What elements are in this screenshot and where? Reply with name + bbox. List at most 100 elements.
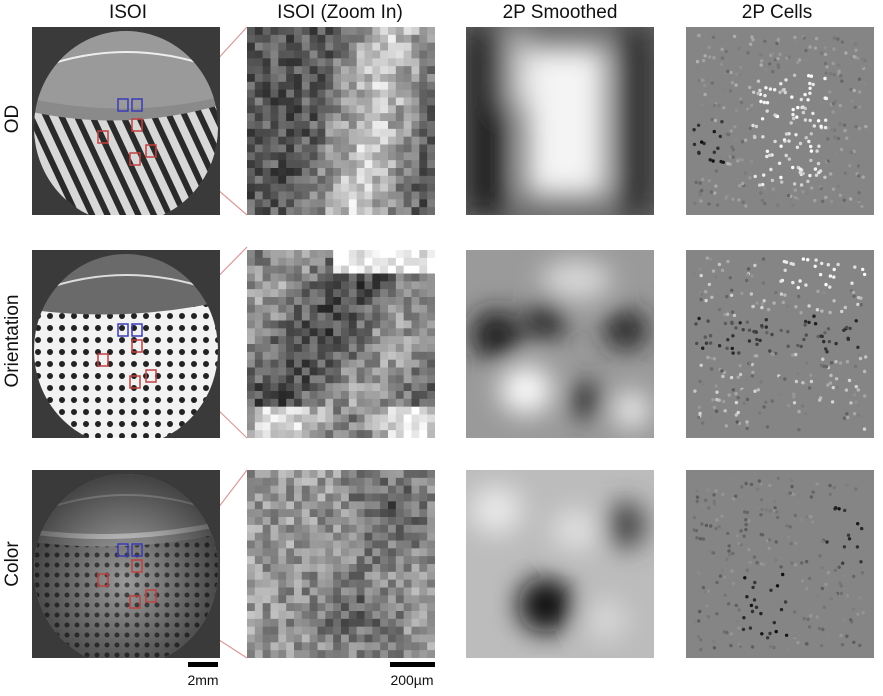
cell-dot: [850, 38, 854, 43]
cell-dot: [804, 283, 808, 287]
cell-dot: [842, 123, 847, 127]
cell-dot: [752, 41, 756, 46]
cell-dot: [726, 156, 730, 160]
cell-dot: [692, 128, 696, 132]
cell-dot: [849, 618, 853, 622]
cell-dot: [705, 256, 709, 260]
cell-dot: [795, 115, 799, 119]
cell-dot: [762, 173, 766, 177]
cell-dot: [711, 35, 716, 39]
cell-dot: [786, 535, 791, 540]
cell-dot: [740, 139, 745, 144]
cell-dot: [827, 596, 831, 600]
cell-dot: [755, 342, 759, 346]
cell-dot: [836, 184, 840, 188]
cell-dot: [779, 556, 783, 560]
cell-dot: [793, 634, 797, 638]
cell-dot: [858, 105, 862, 109]
cell-dot: [752, 134, 757, 139]
cell-dot: [845, 136, 849, 140]
cell-dot: [824, 347, 828, 351]
cell-dot: [770, 332, 774, 337]
roi-red: [131, 118, 143, 132]
cell-dot: [714, 384, 718, 388]
cell-dot: [843, 120, 847, 124]
cell-dot: [860, 130, 865, 134]
cell-dot: [740, 158, 744, 162]
cell-dot: [776, 476, 780, 481]
cell-dot: [823, 331, 827, 335]
cell-dot: [725, 346, 729, 350]
cell-dot: [823, 125, 828, 130]
cell-dot: [717, 344, 722, 348]
cell-dot: [790, 561, 794, 565]
cell-dot: [693, 201, 697, 206]
cell-dot: [829, 373, 833, 378]
cell-dot: [834, 360, 838, 364]
cell-dot: [812, 314, 816, 318]
cell-dot: [792, 610, 797, 614]
cell-dot: [701, 58, 706, 63]
cell-dot: [801, 190, 805, 194]
cell-dot: [752, 598, 757, 602]
cell-dot: [720, 514, 724, 518]
cell-dot: [699, 199, 703, 203]
cell-dot: [845, 412, 849, 416]
cell-dot: [762, 299, 766, 303]
cell-dot: [861, 611, 865, 615]
cell-dot: [755, 560, 759, 565]
cell-dot: [739, 100, 744, 105]
cell-dot: [807, 74, 811, 78]
cell-dot: [697, 316, 701, 321]
cell-dot: [824, 365, 829, 369]
cell-dot: [822, 291, 826, 295]
cell-dot: [715, 518, 719, 522]
cell-dot: [832, 267, 836, 272]
cell-dot: [814, 258, 818, 262]
cell-dot: [783, 293, 787, 297]
cell-dot: [809, 74, 814, 78]
cell-dot: [744, 377, 749, 381]
cell-dot: [725, 294, 729, 299]
cell-dot: [776, 37, 781, 42]
cell-dot: [838, 193, 842, 197]
row-label-color: Color: [2, 541, 23, 587]
cell-dot: [762, 405, 766, 409]
cell-dot: [707, 282, 712, 287]
cell-dot: [723, 409, 727, 413]
cell-dot: [856, 403, 861, 408]
cell-dot: [802, 616, 806, 621]
cell-dot: [799, 344, 803, 349]
cell-dot: [744, 138, 748, 142]
cell-dot: [826, 637, 830, 641]
cell-dot: [734, 400, 739, 405]
cell-dot: [819, 70, 824, 74]
cell-dot: [712, 150, 716, 154]
cell-dot: [733, 125, 737, 129]
roi-red: [131, 339, 143, 353]
cell-dot: [824, 582, 828, 587]
cell-dot: [856, 295, 861, 300]
cell-dot: [769, 167, 773, 172]
cell-dot: [856, 388, 860, 392]
cell-dot: [804, 642, 809, 646]
cell-dot: [847, 378, 852, 383]
cell-dot: [705, 109, 710, 113]
cell-dot: [769, 192, 773, 196]
cell-dot: [760, 305, 764, 310]
cell-dot: [758, 183, 762, 187]
cell-dot: [720, 47, 724, 51]
cell-dot: [758, 367, 762, 372]
cell-dot: [790, 95, 794, 99]
cell-dot: [795, 145, 800, 149]
cell-dot: [761, 257, 766, 261]
cell-dot: [696, 415, 701, 420]
cell-dot: [709, 359, 713, 363]
cell-dot: [758, 338, 762, 343]
cell-dot: [823, 76, 827, 81]
cell-dot: [784, 132, 789, 136]
cell-dot: [725, 557, 729, 561]
cell-dot: [772, 620, 776, 625]
cell-dot: [807, 139, 811, 144]
cell-dot: [762, 186, 767, 190]
